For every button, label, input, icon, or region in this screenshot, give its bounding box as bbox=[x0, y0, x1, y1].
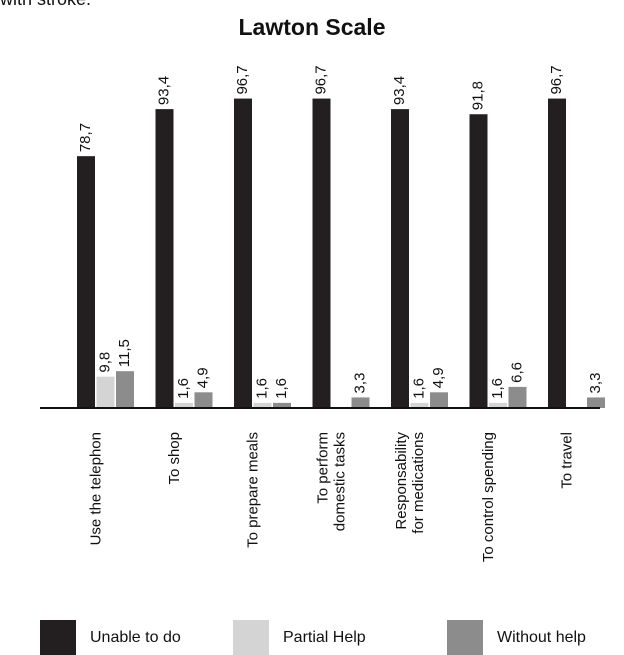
value-label-without-4: 4,9 bbox=[430, 367, 447, 388]
category-labels-layer: Use the telephon To shop To prepare meals T… bbox=[87, 432, 575, 563]
legend-label-partial: Partial Help bbox=[283, 629, 366, 646]
category-label-2-line-0: To prepare meals bbox=[244, 432, 261, 548]
legend-swatch-without bbox=[447, 620, 483, 655]
bar-partial-2 bbox=[253, 402, 272, 408]
value-label-without-3: 3,3 bbox=[351, 373, 368, 394]
bar-chart: 78,79,8 11,593,41,64,996,71,6 1,696,73,393… bbox=[40, 65, 605, 563]
bar-unable-4 bbox=[391, 109, 409, 409]
bar-unable-2 bbox=[234, 98, 252, 408]
category-label-3-line-0: To perform bbox=[314, 432, 331, 504]
legend-swatch-partial bbox=[233, 620, 269, 655]
legend-swatch-unable bbox=[40, 620, 76, 655]
bar-unable-6 bbox=[548, 98, 566, 408]
value-label-unable-3: 96,7 bbox=[312, 65, 329, 94]
bars-layer bbox=[77, 98, 605, 409]
value-label-partial-2: 1,6 bbox=[253, 378, 270, 399]
bar-unable-5 bbox=[469, 114, 488, 409]
value-label-unable-5: 91,8 bbox=[469, 81, 486, 110]
bar-partial-4 bbox=[410, 402, 429, 408]
value-label-unable-2: 96,7 bbox=[234, 65, 251, 94]
value-labels-layer: 78,79,8 11,593,41,64,996,71,6 1,696,73,393… bbox=[77, 65, 604, 399]
top-caption-text: with stroke. bbox=[0, 0, 91, 10]
bar-partial-1 bbox=[175, 402, 193, 408]
chart-title: Lawton Scale bbox=[238, 14, 386, 40]
value-label-without-1: 4,9 bbox=[194, 367, 211, 388]
bar-without-3 bbox=[351, 397, 370, 408]
bar-partial-0 bbox=[96, 376, 115, 408]
bar-without-4 bbox=[430, 392, 448, 408]
bar-without-2 bbox=[273, 402, 291, 408]
bar-unable-1 bbox=[155, 109, 174, 409]
category-label-1-line-0: To shop bbox=[166, 432, 183, 485]
value-label-without-5: 6,6 bbox=[508, 362, 525, 383]
bar-without-5 bbox=[508, 386, 527, 408]
value-label-partial-1: 1,6 bbox=[175, 378, 192, 399]
value-label-without-0: 11,5 bbox=[116, 339, 133, 367]
category-label-3-line-1: domestic tasks bbox=[331, 432, 348, 531]
category-label-0-line-0: Use the telephon bbox=[87, 432, 104, 545]
legend-label-without: Without help bbox=[497, 629, 586, 646]
legend: Unable to do Partial Help Without help bbox=[0, 620, 624, 655]
legend-label-unable: Unable to do bbox=[90, 629, 181, 646]
category-label-5-line-0: To control spending bbox=[480, 432, 497, 562]
value-label-without-2: 1,6 bbox=[273, 378, 290, 399]
bar-unable-3 bbox=[312, 98, 331, 408]
category-label-6-line-0: To travel bbox=[558, 432, 575, 489]
bar-without-0 bbox=[116, 371, 134, 408]
bar-unable-0 bbox=[77, 156, 95, 408]
value-label-unable-6: 96,7 bbox=[548, 65, 565, 94]
category-label-4-line-1: for medications bbox=[410, 432, 427, 534]
category-label-4-line-0: Responsability bbox=[393, 432, 410, 530]
value-label-unable-1: 93,4 bbox=[155, 76, 172, 105]
bar-without-6 bbox=[587, 397, 605, 408]
bar-partial-5 bbox=[489, 402, 507, 408]
value-label-partial-5: 1,6 bbox=[489, 378, 506, 399]
value-label-unable-4: 93,4 bbox=[391, 76, 408, 105]
value-label-partial-4: 1,6 bbox=[410, 378, 427, 399]
bar-without-1 bbox=[194, 392, 213, 408]
value-label-partial-0: 9,8 bbox=[96, 352, 113, 373]
value-label-unable-0: 78,7 bbox=[77, 123, 94, 152]
value-label-without-6: 3,3 bbox=[587, 373, 604, 394]
